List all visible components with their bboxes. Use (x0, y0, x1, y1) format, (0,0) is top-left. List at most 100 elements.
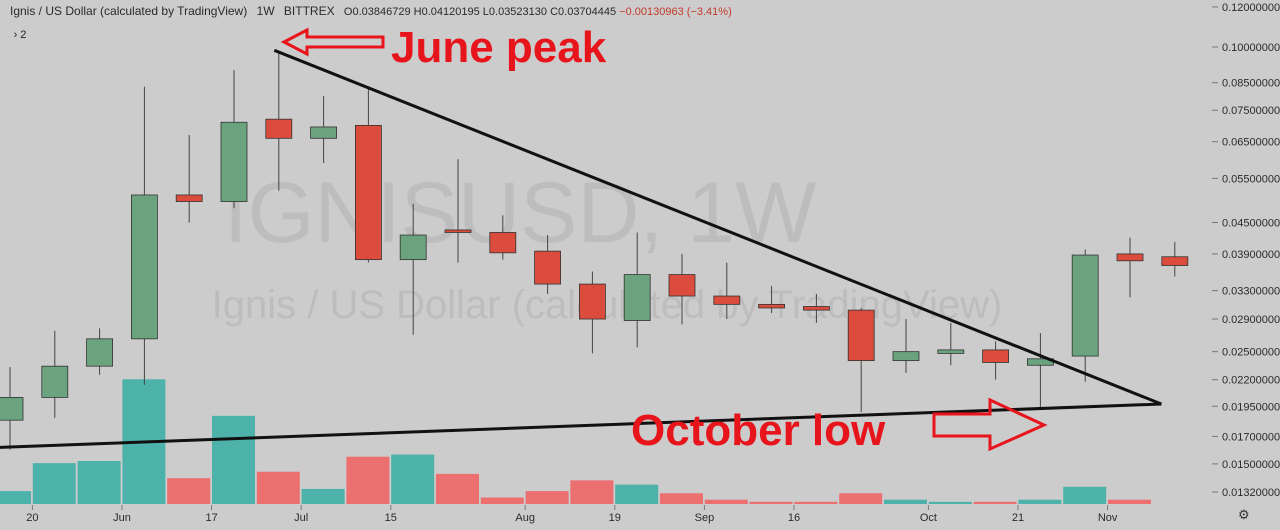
candle-body (1116, 253, 1144, 262)
candle-body (847, 309, 875, 362)
candle (534, 235, 561, 294)
annotation-june-peak: June peak (391, 23, 607, 72)
volume-bar (436, 473, 479, 504)
volume-bar (660, 493, 703, 504)
chevron-right-icon: › (13, 29, 18, 41)
candle (0, 367, 24, 450)
candle (668, 253, 696, 325)
candle-body (86, 338, 113, 367)
candle-body (803, 306, 830, 311)
candle-body (758, 303, 785, 309)
price-label: 0.03900000 (1222, 249, 1280, 261)
candle (130, 86, 158, 385)
candle-body (399, 234, 427, 261)
candle-body (623, 274, 651, 321)
price-label: 0.02200000 (1222, 375, 1280, 387)
close-value: C0.03704445 (550, 6, 617, 18)
candle (86, 328, 113, 375)
time-label: 21 (1012, 512, 1024, 524)
indicator-count: 2 (20, 29, 27, 41)
candle (489, 215, 517, 260)
volume-bar (928, 501, 972, 504)
indicator-toggle[interactable]: › 2 (8, 26, 32, 44)
volume-bar (525, 491, 569, 504)
volume-bar (77, 461, 121, 504)
candle-body (489, 232, 517, 254)
candle (982, 341, 1009, 380)
candle (41, 330, 69, 418)
price-label: 0.03300000 (1222, 286, 1280, 298)
candle-body (310, 126, 338, 139)
price-label: 0.05500000 (1222, 173, 1280, 185)
symbol-description[interactable]: Ignis / US Dollar (calculated by Trading… (10, 4, 248, 18)
candle (220, 70, 248, 209)
candle (265, 51, 293, 191)
candle-body (0, 397, 24, 421)
candle (847, 307, 875, 412)
time-label: Jul (294, 512, 308, 524)
volume-bar (704, 499, 748, 504)
arrow-left-icon (280, 27, 385, 57)
time-label: 15 (385, 512, 397, 524)
time-label: Sep (695, 512, 715, 524)
volume-bar (615, 484, 659, 504)
candle-body (1161, 256, 1189, 266)
open-value: O0.03846729 (343, 6, 411, 18)
candle-body (265, 118, 293, 139)
candle-body (668, 274, 696, 297)
volume-bar (0, 491, 31, 504)
volume-bar (346, 456, 390, 504)
candle (310, 96, 338, 163)
watermark-description: Ignis / US Dollar (calculated by Trading… (212, 283, 1003, 327)
volume-bar (839, 493, 883, 504)
time-label: Jun (113, 512, 131, 524)
candle (354, 89, 382, 263)
volume-bar (32, 463, 76, 504)
volume-bar (212, 415, 255, 504)
volume-bar (1063, 486, 1107, 504)
candle-body (982, 349, 1009, 363)
volume-bar (884, 499, 927, 504)
volume-bar (167, 478, 211, 504)
volume-bar (794, 501, 838, 504)
watermark-symbol: IGNISUSD, 1W (224, 165, 817, 261)
candle-body (937, 349, 965, 354)
price-label: 0.02500000 (1222, 347, 1280, 359)
time-label: Oct (920, 512, 937, 524)
candle-body (354, 124, 382, 261)
volume-bar (749, 501, 793, 504)
price-label: 0.12000000 (1222, 2, 1280, 14)
trendline (0, 402, 1162, 449)
candle (399, 203, 427, 335)
price-label: 0.01950000 (1222, 401, 1280, 413)
price-label: 0.04500000 (1222, 217, 1280, 229)
low-value: L0.03523130 (482, 6, 548, 18)
volume-bar (1018, 499, 1062, 504)
symbol-header: Ignis / US Dollar (calculated by Trading… (10, 4, 744, 18)
price-label: 0.07500000 (1222, 105, 1280, 117)
gear-icon[interactable]: ⚙ (1238, 507, 1250, 522)
change-value: −0.00130963 (−3.41%) (619, 6, 732, 18)
time-label: 20 (26, 512, 38, 524)
candle-body (41, 365, 69, 398)
volume-bar (570, 480, 614, 504)
candle-body (175, 194, 203, 202)
candle-body (534, 250, 561, 285)
candle (623, 232, 651, 348)
exchange-label: BITTREX (283, 4, 335, 18)
price-label: 0.01320000 (1222, 487, 1280, 499)
volume-bar (301, 488, 345, 504)
candle (758, 286, 785, 314)
candle (1116, 237, 1144, 298)
volume-bar (1108, 499, 1151, 504)
interval-label[interactable]: 1W (256, 4, 275, 18)
volume-bar (391, 454, 435, 504)
price-label: 0.08500000 (1222, 78, 1280, 90)
ohlc-values: O0.03846729 H0.04120195 L0.03523130 C0.0… (344, 6, 738, 18)
candle-body (1071, 254, 1099, 357)
annotation-october-low: October low (631, 406, 886, 455)
time-label: Nov (1098, 512, 1118, 524)
candle (892, 319, 920, 373)
